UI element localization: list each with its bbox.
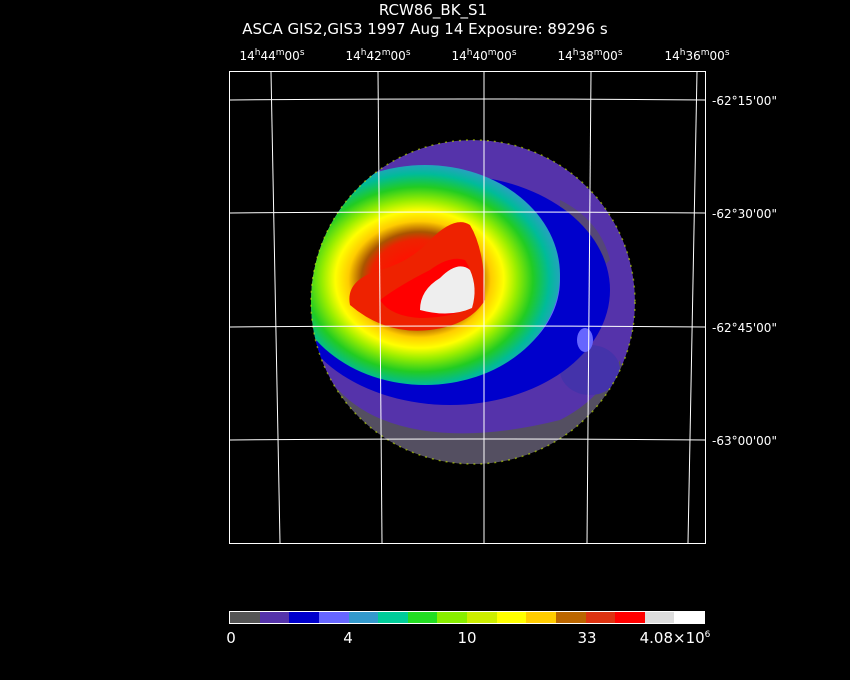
- colorbar-swatch: [318, 612, 349, 623]
- dec-tick-label: -63°00'00": [712, 434, 777, 448]
- colorbar-swatch: [230, 612, 260, 623]
- colorbar-label: 33: [577, 629, 597, 647]
- dec-grid: [229, 98, 707, 441]
- colorbar-swatch: [585, 612, 616, 623]
- colorbar-label: 4: [343, 629, 353, 647]
- dec-tick-label: -62°30'00": [712, 207, 777, 221]
- ra-tick-label: 14h42m00s: [345, 48, 411, 63]
- plot-frame: [229, 71, 706, 544]
- colorbar-swatch: [378, 612, 408, 623]
- colorbar-swatch: [467, 612, 497, 623]
- ra-tick-label: 14h36m00s: [664, 48, 730, 63]
- colorbar-swatch: [644, 612, 675, 623]
- colorbar-swatch: [437, 612, 467, 623]
- dec-tick-label: -62°45'00": [712, 321, 777, 335]
- colorbar-swatch: [407, 612, 438, 623]
- colorbar-swatch: [259, 612, 290, 623]
- field-image: [311, 140, 635, 464]
- colorbar-swatch: [289, 612, 319, 623]
- colorbar-swatch: [674, 612, 704, 623]
- colorbar-swatch: [348, 612, 379, 623]
- colorbar-label: 0: [226, 629, 236, 647]
- colorbar-swatch: [555, 612, 586, 623]
- ra-tick-label: 14h38m00s: [557, 48, 623, 63]
- colorbar-label: 10: [457, 629, 477, 647]
- colorbar-swatch: [615, 612, 645, 623]
- ra-tick-label: 14h44m00s: [239, 48, 305, 63]
- chart-subtitle: ASCA GIS2,GIS3 1997 Aug 14 Exposure: 892…: [242, 20, 608, 38]
- colorbar-swatch: [496, 612, 527, 623]
- chart-title: RCW86_BK_S1: [378, 1, 488, 19]
- dec-tick-label: -62°15'00": [712, 94, 777, 108]
- colorbar-max-label: 4.08×106: [639, 629, 711, 647]
- colorbar-swatch: [526, 612, 556, 623]
- ra-tick-label: 14h40m00s: [451, 48, 517, 63]
- colorbar: [229, 611, 705, 624]
- ra-grid: [270, 71, 698, 544]
